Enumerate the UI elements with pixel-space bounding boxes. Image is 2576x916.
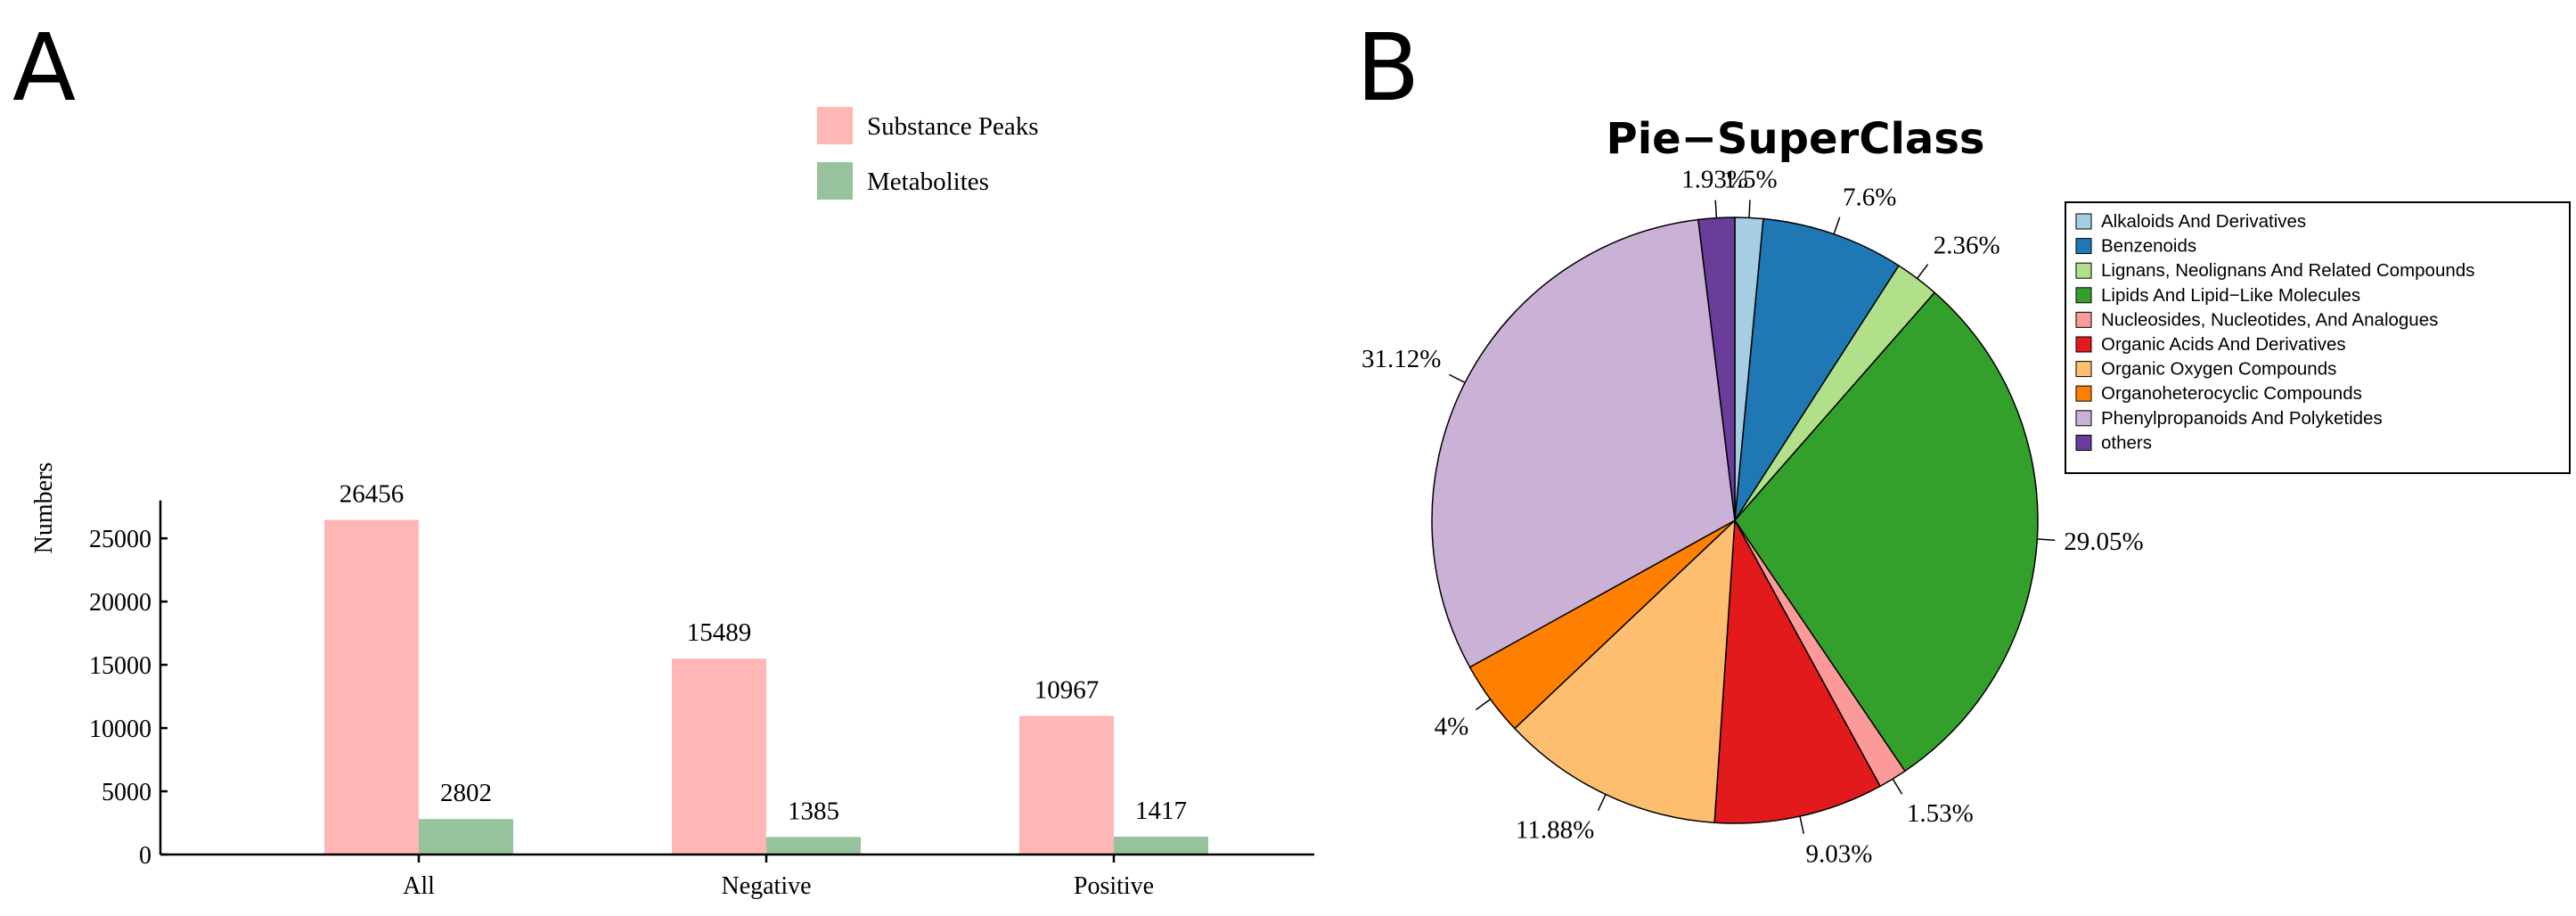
bar-value-label: 10967	[1034, 675, 1100, 704]
pie-slice	[1734, 291, 2039, 773]
bar-series-group: 26456 2802 15489 1385 10967 1417	[324, 480, 1208, 855]
pie-pct-label: 1.53%	[1907, 799, 1974, 828]
pie-title: Pie−SuperClass	[1607, 114, 1985, 164]
y-tick-label: 5000	[102, 779, 151, 806]
bar	[419, 819, 513, 855]
pie-pct-label: 1.93%	[1681, 166, 1748, 194]
legend-label: Organic Oxygen Compounds	[2101, 359, 2336, 380]
pie-label-leader	[1714, 200, 1718, 218]
pie-legend: Alkaloids And Derivatives Benzenoids Ligna…	[2065, 201, 2571, 474]
bar	[324, 519, 419, 855]
legend-swatch	[817, 162, 853, 200]
legend-swatch	[2075, 238, 2092, 255]
axes	[159, 500, 1314, 856]
pie-label-leader	[1597, 794, 1607, 811]
x-tick-label: Positive	[1074, 872, 1154, 900]
bar-value-label: 1385	[788, 797, 839, 825]
x-ticks: All Negative Positive	[403, 855, 1154, 900]
y-tick-label: 20000	[89, 589, 151, 617]
legend-label: Phenylpropanoids And Polyketides	[2101, 408, 2383, 429]
legend-swatch	[2075, 434, 2092, 451]
y-tick-label: 15000	[89, 652, 151, 680]
legend-label: Benzenoids	[2101, 236, 2196, 257]
pie-pct-label: 29.05%	[2064, 528, 2143, 556]
pie-label-leader	[1917, 264, 1929, 279]
bar-legend: Substance Peaks Metabolites	[817, 107, 1039, 200]
legend-swatch	[2075, 262, 2092, 279]
pie-slice	[1734, 217, 1901, 521]
legend-swatch	[817, 107, 853, 144]
pie-label-leader	[1748, 200, 1751, 218]
legend-label: Substance Peaks	[867, 112, 1039, 141]
legend-label: Organic Acids And Derivatives	[2101, 334, 2346, 355]
legend-label: Organoheterocyclic Compounds	[2101, 383, 2362, 404]
legend-swatch	[2075, 385, 2092, 402]
pie-slice	[1431, 218, 1736, 668]
y-tick-label: 25000	[89, 526, 151, 553]
legend-label: Metabolites	[867, 168, 989, 196]
bar	[672, 658, 766, 855]
pie-pct-label: 4%	[1435, 712, 1469, 740]
pie-label-leader	[1448, 373, 1466, 384]
pie-pct-label: 11.88%	[1516, 816, 1594, 845]
y-axis-label: Numbers	[30, 462, 58, 554]
y-ticks: 0 5000 10000 15000 20000 25000	[89, 526, 168, 870]
legend-swatch	[2075, 410, 2092, 427]
bar	[1114, 836, 1208, 855]
pie-label-leader	[1833, 217, 1841, 234]
pie-label-leader	[2037, 538, 2056, 542]
pie-legend-frame	[2065, 201, 2571, 474]
legend-swatch	[2075, 361, 2092, 378]
pie-slice	[1713, 518, 1882, 824]
pie-slice	[1513, 519, 1736, 824]
pie-chart: Pie−SuperClass 1.5% 7.6% 2.36% 29.05% 1.53% 9…	[1362, 114, 2571, 868]
pie-pct-label: 1.5%	[1723, 165, 1777, 193]
legend-label: Lipids And Lipid−Like Molecules	[2101, 285, 2360, 306]
pie-pct-label: 9.03%	[1805, 839, 1872, 868]
bar-value-label: 26456	[339, 480, 405, 509]
legend-swatch	[2075, 213, 2092, 230]
bar-chart: 26456 2802 15489 1385 10967 1417 0 5000 10000 15…	[30, 107, 1314, 900]
panel-a-label: A	[12, 13, 76, 122]
pie-slices	[1431, 217, 2039, 824]
pie-label-leader	[1475, 699, 1492, 711]
legend-label: Alkaloids And Derivatives	[2101, 211, 2306, 232]
legend-label: Lignans, Neolignans And Related Compound…	[2101, 260, 2474, 281]
y-tick-label: 10000	[89, 716, 151, 743]
x-tick-label: All	[403, 872, 435, 900]
pie-pct-label: 31.12%	[1362, 345, 1441, 373]
y-tick-label: 0	[139, 842, 151, 870]
legend-swatch	[2075, 287, 2092, 304]
pie-label-leader	[1799, 815, 1805, 834]
pie-labels: 1.5% 7.6% 2.36% 29.05% 1.53% 9.03% 11.88% 4% 31.…	[1362, 165, 2144, 868]
pie-pct-label: 2.36%	[1934, 232, 2000, 260]
pie-label-leader	[1892, 778, 1903, 795]
x-tick-label: Negative	[721, 872, 811, 900]
pie-slice	[1697, 217, 1736, 521]
bar-value-label: 15489	[687, 618, 752, 647]
bar	[1019, 716, 1114, 855]
legend-label: Nucleosides, Nucleotides, And Analogues	[2101, 309, 2438, 330]
panel-b-label: B	[1356, 13, 1419, 122]
bar-value-label: 1417	[1135, 797, 1187, 825]
legend-swatch	[2075, 336, 2092, 353]
bar	[766, 837, 861, 855]
legend-label: others	[2101, 432, 2152, 453]
bar-value-label: 2802	[440, 779, 492, 807]
pie-pct-label: 7.6%	[1843, 183, 1896, 211]
legend-swatch	[2075, 311, 2092, 328]
